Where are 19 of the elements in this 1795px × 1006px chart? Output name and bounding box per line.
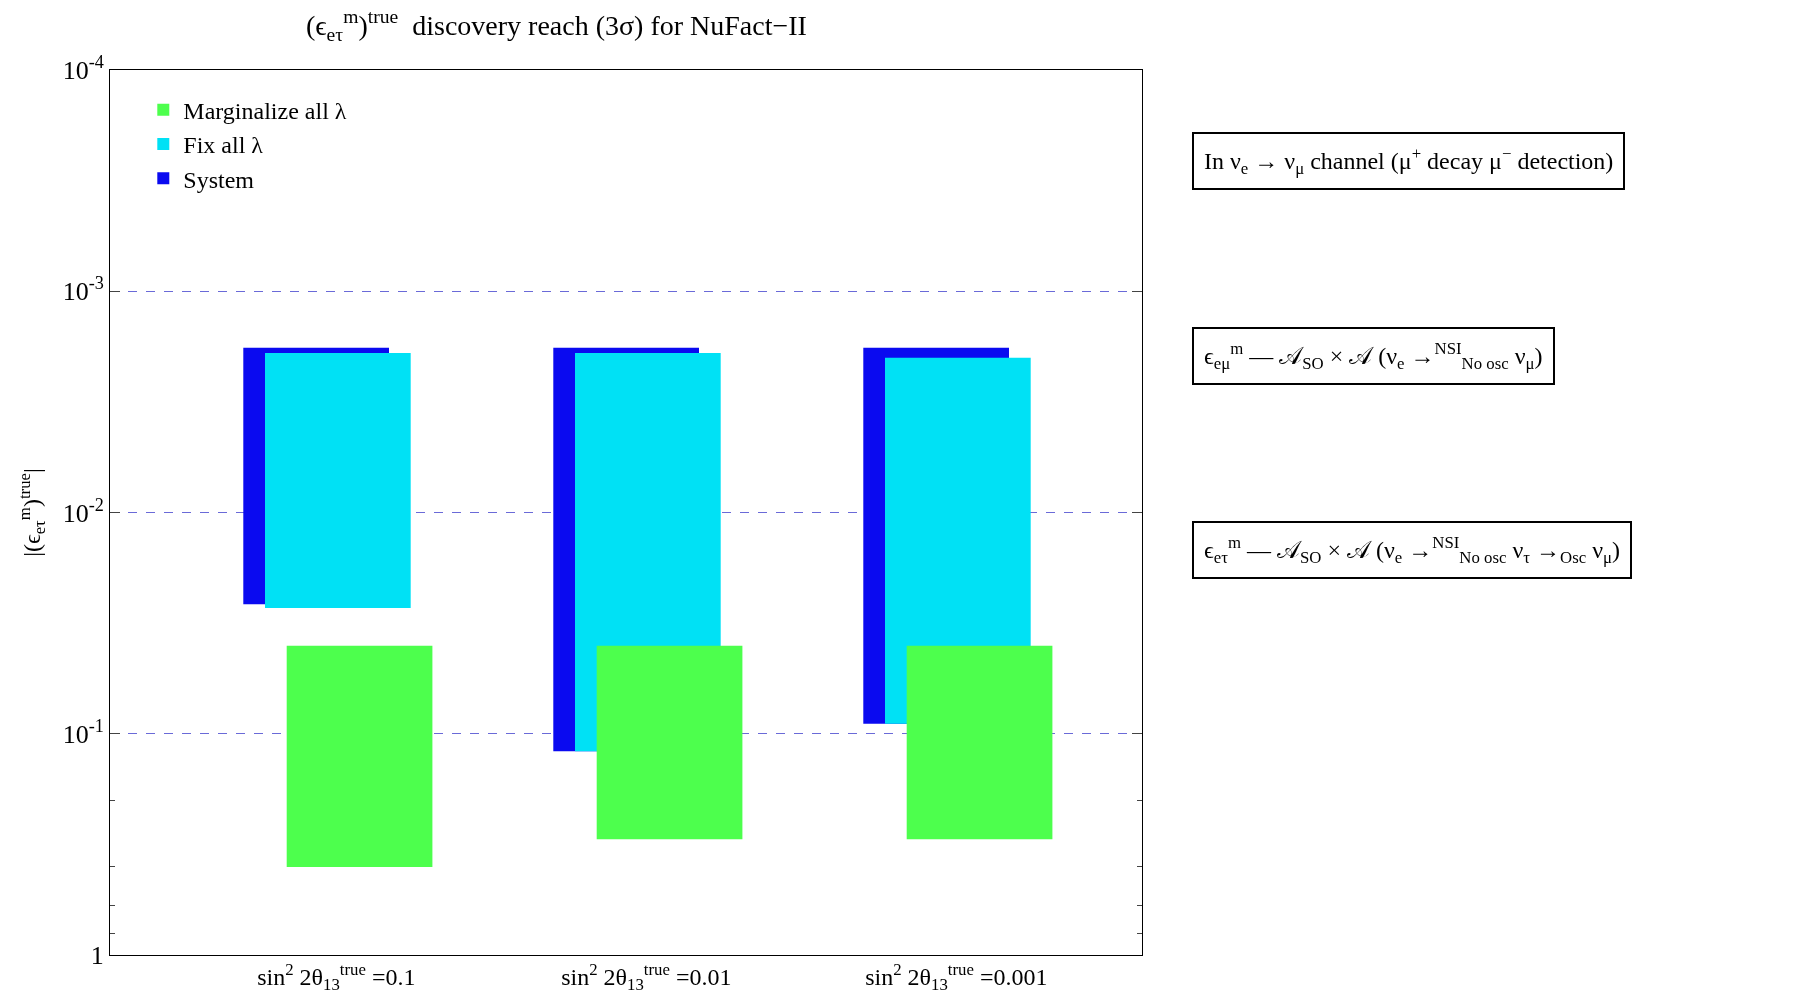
legend-label: System (183, 166, 255, 193)
bar (286, 645, 433, 867)
y-tick-label: 10$^{-4}$ (62, 52, 104, 86)
bar (906, 645, 1053, 840)
x-tick-label: sin$^{2}$ 2θ$_{13}$$^{true}$ =0.001 (865, 959, 1048, 994)
y-tick-label: 1 (90, 941, 104, 971)
y-tick-label: 10$^{-1}$ (62, 715, 104, 749)
bar (596, 645, 743, 840)
x-tick-label: sin$^{2}$ 2θ$_{13}$$^{true}$ =0.01 (561, 959, 732, 994)
legend-label: Fix all λ (183, 132, 264, 159)
text: ϵ$_{eτ}$$^{m}$ — 𝒜$_{SO}$ × 𝒜 (ν$_{e}$ →$^{NSI}$$_{No osc}$ ν$_{τ}$ →$_{Osc}$ ν$_{μ}$) (1204, 533, 1620, 568)
y-tick-label: 10$^{-2}$ (62, 494, 104, 528)
text: ϵ$_{eμ}$$^{m}$ — 𝒜$_{SO}$ × 𝒜 (ν$_{e}$ →$^{NSI}$$_{No osc}$ ν$_{μ}$) (1204, 339, 1543, 374)
text: In ν$_{e}$ → ν$_{μ}$ channel (μ$^{+}$ decay μ$^{−}$ detection) (1204, 144, 1614, 179)
x-tick-label: sin$^{2}$ 2θ$_{13}$$^{true}$ =0.1 (257, 959, 416, 994)
chart-title: (ϵ$_{eτ}$$^{m}$)$^{true}$ discovery reach (3σ) for NuFact−II (305, 5, 807, 45)
legend-label: Marginalize all λ (183, 98, 347, 125)
bar (265, 352, 411, 608)
y-tick-label: 10$^{-3}$ (62, 273, 104, 307)
